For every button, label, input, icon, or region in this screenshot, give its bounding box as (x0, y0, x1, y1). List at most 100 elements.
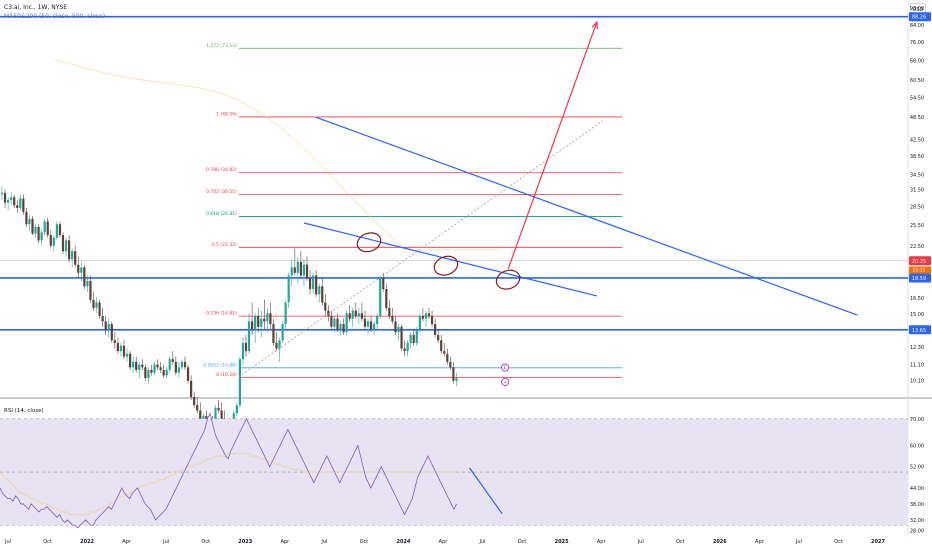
time-tick-label: Apr (122, 539, 132, 545)
candle-body (284, 302, 287, 325)
candle-body (19, 198, 22, 208)
candle-body (150, 370, 153, 373)
rsi-pane: RSI (14, close) 70.00 60.00 52.00 44.00 38.00… (0, 408, 924, 535)
time-tick-label: 2024 (396, 539, 410, 545)
event-marker (501, 377, 510, 386)
candle-body (278, 340, 281, 349)
target-arrow-head (591, 20, 598, 30)
candle-body (342, 324, 345, 333)
candle-body (16, 205, 19, 208)
candle-body (339, 324, 342, 330)
descending-support-line (303, 222, 598, 297)
symbol-title: C3.ai, Inc., 1W, NYSE (4, 4, 67, 11)
candle-body (46, 221, 49, 235)
candle-body (113, 340, 116, 343)
candle-body (333, 318, 336, 327)
candle-body (296, 262, 299, 273)
candle-body (257, 316, 260, 327)
candle-body (10, 197, 13, 200)
candle-body (168, 359, 171, 370)
highlight-ellipse (495, 269, 521, 290)
candle-body (415, 329, 418, 343)
price-tick-label: 68.00 (910, 58, 924, 64)
candle-body (28, 218, 31, 225)
candle-body (89, 280, 92, 300)
countdown-badge (909, 266, 931, 274)
fib-level-label: 0.236 (14.81) (206, 311, 237, 317)
candle-body (434, 324, 437, 335)
time-tick-label: Jul (4, 539, 11, 545)
candle-body (119, 345, 123, 352)
candle-body (324, 302, 327, 311)
candle-body (369, 321, 373, 330)
candle-body (238, 359, 241, 406)
candle-body (107, 324, 110, 330)
candle-body (153, 364, 156, 373)
candle-body (348, 313, 351, 319)
price-badge (909, 325, 931, 335)
candle-body (269, 313, 272, 325)
candle-body (327, 310, 330, 316)
price-tick-label: 34.50 (910, 172, 924, 178)
time-tick-label: Jul (479, 539, 486, 545)
candle-body (141, 364, 144, 368)
candle-body (71, 251, 74, 260)
candle-body (37, 226, 40, 241)
highlight-ellipse (433, 255, 459, 276)
candle-body (132, 361, 135, 368)
candle-body (159, 367, 162, 370)
candle-body (25, 212, 28, 225)
price-axis: 93.00 84.00 76.00 68.00 60.50 54.50 48.50 42.50… (910, 6, 924, 384)
candle-body (183, 361, 187, 368)
time-tick-label: Oct (360, 539, 369, 545)
candle-body (86, 280, 89, 287)
rsi-tick-label: 38.00 (910, 502, 924, 508)
candle-body (452, 367, 455, 381)
candle-body (122, 345, 126, 357)
price-badge (909, 256, 931, 266)
candle-body (138, 364, 141, 370)
price-tick-label: 84.00 (910, 23, 924, 29)
candle-body (363, 318, 367, 327)
rsi-divergence-line (469, 467, 503, 515)
candle-body (345, 313, 348, 333)
candle-body (254, 316, 257, 330)
candle-body (135, 361, 138, 370)
candle-body (305, 264, 309, 279)
price-tick-label: 42.50 (910, 137, 924, 143)
time-tick-label: 2025 (555, 539, 569, 545)
candle-body (299, 262, 302, 276)
time-tick-label: Jul (637, 539, 644, 545)
candle-body (74, 251, 77, 265)
candle-body (440, 340, 443, 352)
price-tick-label: 48.50 (910, 115, 924, 121)
candle-body (293, 267, 296, 273)
candle-body (357, 313, 360, 316)
countdown-badge-label: 16:15 (913, 268, 926, 274)
time-tick-label: 2023 (238, 539, 252, 545)
candle-body (455, 378, 458, 381)
rsi-title: RSI (14, close) (4, 408, 44, 414)
candle-body (275, 343, 278, 349)
candle-body (409, 334, 412, 343)
candle-body (281, 324, 284, 341)
candle-body (125, 353, 129, 357)
candle-body (43, 221, 46, 233)
candle-body (382, 278, 385, 289)
candle-body (290, 267, 293, 276)
price-tick-label: 76.00 (910, 40, 924, 46)
candle-body (397, 326, 400, 333)
candle-body (272, 324, 275, 343)
candle-body (247, 321, 251, 352)
candle-body (193, 397, 196, 406)
candle-body (351, 310, 354, 319)
candle-body (354, 310, 357, 316)
candle-body (443, 351, 446, 354)
candle-body (366, 321, 370, 327)
rsi-tick-label: 70.00 (910, 417, 924, 423)
candle-body (336, 318, 339, 330)
candle-body (400, 326, 403, 349)
time-tick-label: 2026 (713, 539, 727, 545)
price-tick-label: 31.50 (910, 188, 924, 194)
